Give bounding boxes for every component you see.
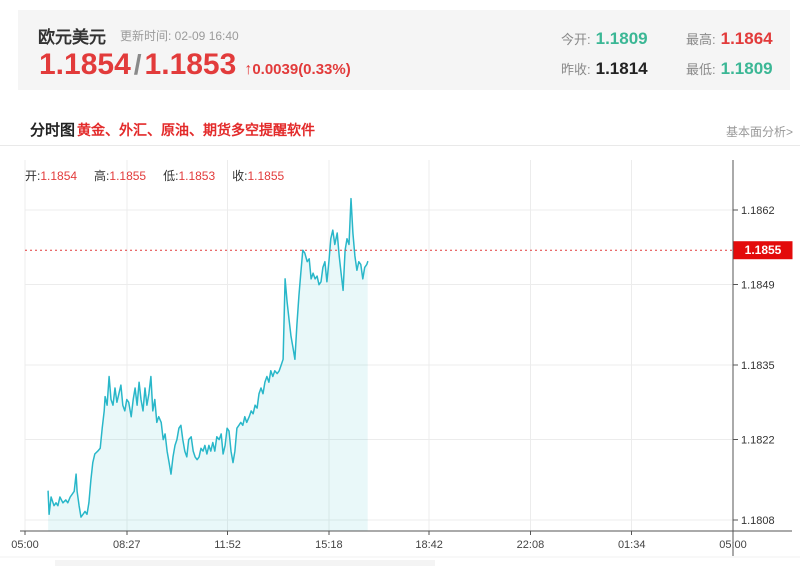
x-tick-label: 05:00 — [719, 539, 747, 551]
stat-low-value: 1.1809 — [720, 59, 773, 78]
ohlc-close-label: 收: — [232, 169, 248, 183]
current-price-tag-label: 1.1855 — [745, 243, 782, 257]
quote-panel: 欧元美元 更新时间: 02-09 16:40 1.1854/1.1853 ↑0.0… — [18, 10, 790, 90]
stat-high-value: 1.1864 — [720, 29, 773, 48]
x-tick-label: 08:27 — [113, 539, 141, 551]
change-value: 0.0039(0.33%) — [252, 61, 351, 78]
stat-prev-close-value: 1.1814 — [595, 59, 648, 78]
price-area — [48, 198, 368, 531]
stat-high-label: 最高: — [686, 32, 716, 47]
tab-intraday-chart[interactable]: 分时图 — [30, 122, 76, 139]
ohlc-close-value: 1.1855 — [247, 169, 285, 183]
ohlc-open-value: 1.1854 — [40, 169, 78, 183]
price-separator: / — [133, 49, 142, 80]
y-tick-label: 1.1822 — [741, 435, 775, 447]
ohlc-open-label: 开: — [25, 169, 41, 183]
ohlc-low-value: 1.1853 — [178, 169, 216, 183]
ask-price: 1.1853 — [144, 48, 237, 81]
stat-prev-close: 昨收: 1.1814 — [561, 59, 648, 79]
x-tick-label: 01:34 — [618, 539, 646, 551]
instrument-name: 欧元美元 — [38, 28, 106, 47]
up-arrow-icon: ↑ — [244, 61, 253, 78]
intraday-chart-svg: 1.1808 1.1822 1.1835 1.1849 1.1862 05:00 08:27… — [0, 160, 800, 566]
stat-high: 最高: 1.1864 — [686, 29, 773, 49]
fundamental-analysis-link[interactable]: 基本面分析> — [725, 125, 793, 139]
ohlc-row: 开:1.1854 高:1.1855 低:1.1853 收:1.1855 — [25, 167, 301, 184]
x-tick-label: 18:42 — [415, 539, 443, 551]
x-tick-label: 11:52 — [214, 539, 241, 551]
y-tick-label: 1.1862 — [741, 205, 775, 217]
next-section-edge — [55, 560, 435, 566]
y-tick-label: 1.1835 — [741, 360, 775, 372]
stat-open-value: 1.1809 — [595, 29, 648, 48]
stat-low: 最低: 1.1809 — [686, 59, 773, 79]
current-price-tag — [733, 241, 793, 260]
stat-low-label: 最低: — [686, 62, 716, 77]
y-tick-label: 1.1808 — [741, 515, 775, 527]
price-quote: 1.1854/1.1853 ↑0.0039(0.33%) — [39, 48, 351, 82]
x-tick-label: 22:08 — [517, 539, 545, 551]
x-tick-label: 15:18 — [315, 539, 343, 551]
ohlc-high-label: 高: — [94, 169, 110, 183]
ohlc-low-label: 低: — [163, 169, 179, 183]
bid-price: 1.1854 — [39, 48, 131, 81]
stat-open-label: 今开: — [561, 32, 591, 47]
stat-prev-close-label: 昨收: — [561, 62, 591, 77]
ohlc-high-value: 1.1855 — [109, 169, 147, 183]
y-tick-label: 1.1849 — [741, 280, 775, 292]
intraday-chart[interactable]: 1.1808 1.1822 1.1835 1.1849 1.1862 05:00 08:27… — [0, 150, 800, 566]
x-tick-label: 05:00 — [11, 539, 39, 551]
update-time: 更新时间: 02-09 16:40 — [120, 29, 239, 43]
promo-link[interactable]: 黄金、外汇、原油、期货多空提醒软件 — [77, 122, 315, 138]
divider — [0, 145, 800, 146]
stat-open: 今开: 1.1809 — [561, 29, 648, 49]
price-line — [47, 197, 369, 518]
